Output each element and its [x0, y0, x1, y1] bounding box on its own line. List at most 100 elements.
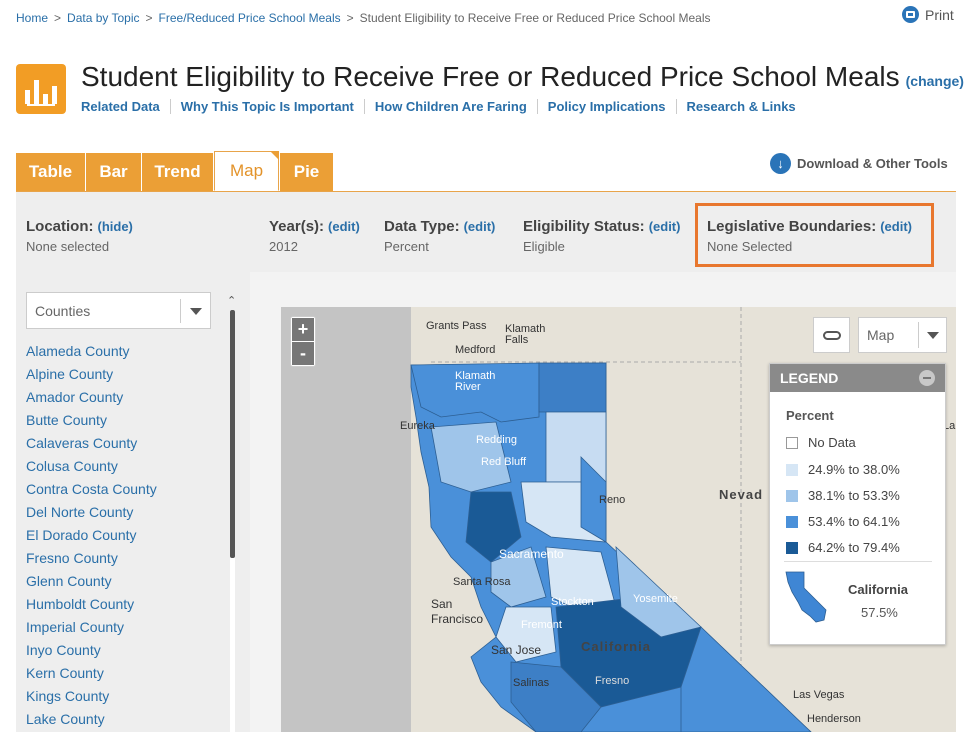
county-region[interactable]	[465, 491, 522, 563]
breadcrumb-home[interactable]: Home	[16, 11, 49, 25]
share-link-button[interactable]	[813, 317, 850, 353]
subnav-related-data[interactable]: Related Data	[81, 99, 160, 114]
legend-title: LEGEND	[780, 370, 839, 386]
county-region[interactable]	[615, 545, 702, 638]
county-item[interactable]: Humboldt County	[26, 596, 135, 612]
county-item[interactable]: Lake County	[26, 711, 105, 727]
county-item[interactable]: Fresno County	[26, 550, 118, 566]
filter-legislative-label: Legislative Boundaries:	[707, 218, 877, 235]
legend-item: 38.1% to 53.3%	[786, 488, 900, 503]
county-item[interactable]: Calaveras County	[26, 435, 138, 451]
map-label-santa-rosa: Santa Rosa	[453, 576, 511, 588]
ocean	[281, 307, 411, 732]
county-item[interactable]: Imperial County	[26, 619, 125, 635]
county-item[interactable]: Alameda County	[26, 343, 130, 359]
map-label-reno: Reno	[599, 494, 626, 506]
filter-eligibility-edit[interactable]: (edit)	[648, 219, 681, 234]
filter-years-edit[interactable]: (edit)	[328, 219, 360, 234]
chevron-down-icon	[180, 299, 210, 323]
subnav-policy-implications[interactable]: Policy Implications	[536, 99, 676, 114]
location-sidebar: Counties ⌃ Alameda County Alpine County …	[16, 272, 250, 732]
filter-legislative: Legislative Boundaries: (edit) None Selec…	[707, 218, 912, 254]
print-icon	[902, 6, 919, 23]
view-tabs: Table Bar Trend Map Pie	[16, 151, 333, 191]
map-label-san-francisco: San Francisco	[431, 597, 484, 626]
scrollbar-thumb[interactable]	[230, 310, 235, 558]
filter-legislative-value: None Selected	[707, 239, 793, 254]
county-region[interactable]	[538, 362, 607, 413]
county-region[interactable]	[545, 411, 607, 483]
filter-years: Year(s): (edit) 2012	[269, 218, 360, 254]
map-label-california: California	[581, 639, 651, 654]
filter-data-type-value: Percent	[384, 239, 429, 254]
filter-eligibility: Eligibility Status: (edit) Eligible	[523, 218, 680, 254]
county-item[interactable]: Amador County	[26, 389, 124, 405]
county-item[interactable]: Alpine County	[26, 366, 114, 382]
legend-label: 38.1% to 53.3%	[808, 488, 900, 503]
legend-label: No Data	[808, 435, 856, 450]
county-item[interactable]: Kern County	[26, 665, 104, 681]
legislative-highlight-box	[695, 203, 934, 267]
tab-bar[interactable]: Bar	[86, 153, 141, 191]
county-item[interactable]: Kings County	[26, 688, 110, 704]
page-title: Student Eligibility to Receive Free or R…	[81, 61, 964, 93]
map-label-sacramento: Sacramento	[499, 547, 564, 561]
tab-trend[interactable]: Trend	[142, 153, 213, 191]
zoom-out-button[interactable]: -	[292, 342, 314, 365]
breadcrumb-data-by-topic[interactable]: Data by Topic	[67, 11, 140, 25]
legend-item: 53.4% to 64.1%	[786, 514, 900, 529]
map-layer-select[interactable]: Map	[858, 317, 947, 353]
breadcrumb-separator: >	[54, 11, 62, 25]
breadcrumb-current: Student Eligibility to Receive Free or R…	[359, 11, 711, 25]
county-region[interactable]	[580, 456, 607, 543]
map-label-klamath-river: Klamath River	[455, 370, 496, 393]
map-label-medford: Medford	[455, 344, 496, 356]
location-type-select[interactable]: Counties	[26, 292, 211, 329]
collapse-legend-icon[interactable]	[919, 370, 935, 386]
subnav-how-children-faring[interactable]: How Children Are Faring	[363, 99, 537, 114]
scroll-up-icon[interactable]: ⌃	[227, 295, 237, 307]
county-region[interactable]	[510, 661, 602, 732]
county-region[interactable]	[490, 546, 547, 608]
county-item[interactable]: Butte County	[26, 412, 107, 428]
print-button[interactable]: Print	[902, 6, 954, 23]
print-label: Print	[925, 6, 954, 23]
map-label-la: La	[943, 420, 956, 432]
county-region[interactable]	[430, 421, 512, 493]
county-item[interactable]: Contra Costa County	[26, 481, 157, 497]
county-item[interactable]: Colusa County	[26, 458, 118, 474]
choropleth-map[interactable]: Grants Pass Klamath Falls Medford Klamat…	[281, 307, 956, 732]
map-layer-value: Map	[867, 327, 895, 343]
county-list: Alameda County Alpine County Amador Coun…	[26, 342, 157, 732]
map-label-las-vegas: Las Vegas	[793, 689, 845, 701]
county-item[interactable]: El Dorado County	[26, 527, 137, 543]
legend-swatch	[786, 489, 798, 502]
subnav-why-important[interactable]: Why This Topic Is Important	[169, 99, 364, 114]
county-region[interactable]	[680, 626, 812, 732]
download-label: Download & Other Tools	[797, 156, 948, 171]
change-topic-link[interactable]: (change)	[905, 73, 964, 89]
link-icon	[822, 330, 841, 340]
filter-location-hide[interactable]: (hide)	[97, 219, 133, 234]
map-label-fresno: Fresno	[595, 675, 630, 687]
filter-legislative-edit[interactable]: (edit)	[880, 219, 912, 234]
county-item[interactable]: Inyo County	[26, 642, 101, 658]
map-label-nevada: Nevad	[719, 487, 764, 502]
download-tools-button[interactable]: ↓ Download & Other Tools	[770, 153, 948, 174]
filter-data-type-label: Data Type:	[384, 218, 460, 235]
county-item[interactable]: Glenn County	[26, 573, 112, 589]
map-label-san-jose: San Jose	[491, 643, 542, 657]
tab-map[interactable]: Map	[214, 151, 279, 191]
tab-pie[interactable]: Pie	[280, 153, 333, 191]
filter-data-type: Data Type: (edit) Percent	[384, 218, 495, 254]
subnav-research-links[interactable]: Research & Links	[675, 99, 806, 114]
filter-years-value: 2012	[269, 239, 298, 254]
county-region[interactable]	[495, 606, 557, 663]
map-label-salinas: Salinas	[513, 677, 550, 689]
tab-table[interactable]: Table	[16, 153, 85, 191]
zoom-in-button[interactable]: +	[292, 318, 314, 341]
breadcrumb-topic[interactable]: Free/Reduced Price School Meals	[158, 11, 341, 25]
breadcrumb-separator: >	[346, 11, 354, 25]
county-item[interactable]: Del Norte County	[26, 504, 134, 520]
filter-data-type-edit[interactable]: (edit)	[463, 219, 496, 234]
